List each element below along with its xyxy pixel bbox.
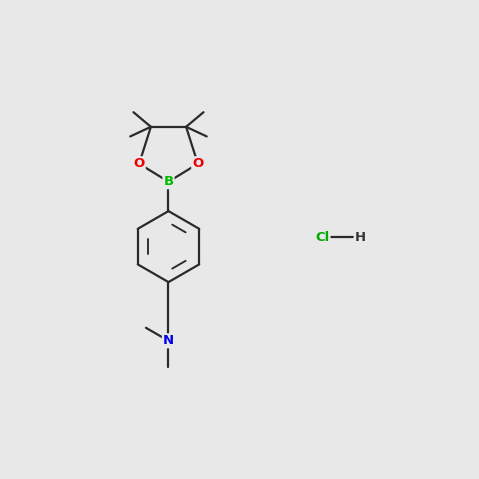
Text: Cl: Cl xyxy=(315,230,330,244)
Text: H: H xyxy=(354,230,366,244)
Text: O: O xyxy=(192,157,204,170)
Text: N: N xyxy=(163,334,174,347)
Text: B: B xyxy=(163,175,173,188)
Text: O: O xyxy=(134,157,145,170)
